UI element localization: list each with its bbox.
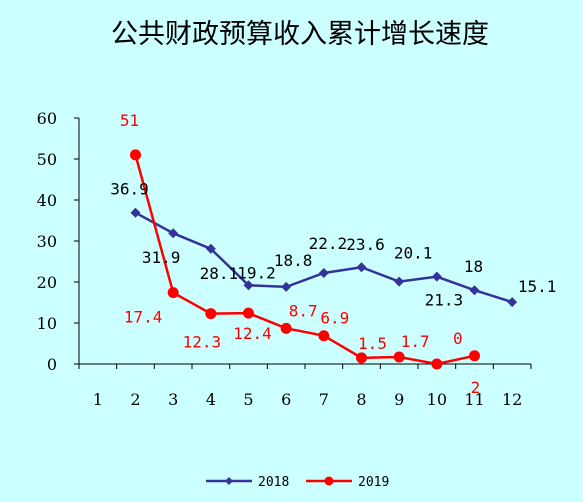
data-label: 17.4 — [124, 308, 163, 327]
data-point — [130, 207, 141, 218]
data-point — [243, 280, 254, 291]
x-tick-label: 11 — [464, 390, 484, 409]
data-point — [507, 297, 518, 308]
x-tick-label: 7 — [319, 390, 329, 409]
data-point — [280, 322, 292, 334]
data-point — [431, 271, 442, 282]
data-labels: 36.9 31.9 28.1 19.218.822.2 23.6 20.1 21.318 15… — [110, 111, 556, 397]
data-point — [394, 276, 405, 287]
data-label: 6.9 — [320, 309, 349, 328]
data-label: 19.2 — [237, 263, 276, 282]
legend-item-2018: 2018 — [206, 475, 289, 490]
data-label: 18 — [464, 257, 483, 276]
series-line-2019 — [134, 154, 475, 366]
y-tick-label: 0 — [47, 355, 57, 374]
x-tick-label: 1 — [93, 390, 103, 409]
x-tick-label: 3 — [168, 390, 178, 409]
legend-marker — [225, 477, 233, 485]
legend-label: 2018 — [258, 475, 289, 490]
x-tick-label: 4 — [206, 390, 216, 409]
chart-title: 公共财政预算收入累计增长速度 — [111, 19, 489, 50]
series-layer — [130, 149, 518, 370]
legend-item-2019: 2019 — [306, 475, 389, 490]
data-label: 8.7 — [289, 301, 318, 320]
data-point — [469, 285, 480, 296]
y-tick-label: 30 — [37, 232, 57, 251]
data-label: 18.8 — [274, 251, 313, 270]
y-axis-ticks: 0 10 20 30 40 50 60 — [37, 109, 79, 374]
data-point — [205, 308, 217, 320]
x-tick-label: 12 — [502, 390, 522, 409]
axes — [78, 118, 531, 365]
data-point — [281, 281, 292, 292]
data-label: 20.1 — [394, 244, 433, 263]
series-line-2018 — [134, 211, 513, 304]
data-point — [205, 243, 216, 254]
data-point — [167, 287, 179, 299]
data-label: 31.9 — [142, 248, 181, 267]
data-label: 1.7 — [401, 332, 430, 351]
data-label: 28.1 — [200, 264, 239, 283]
data-label: 36.9 — [110, 180, 149, 199]
legend-label: 2019 — [358, 475, 389, 490]
data-label: 12.3 — [183, 333, 222, 352]
data-label: 22.2 — [309, 234, 348, 253]
x-tick-label: 2 — [130, 390, 140, 409]
series-2018 — [130, 207, 518, 308]
y-tick-label: 60 — [37, 109, 57, 128]
data-label: 12.4 — [233, 324, 272, 343]
data-point — [243, 307, 254, 319]
data-label: 0 — [453, 329, 463, 348]
data-point — [469, 350, 480, 362]
data-point — [318, 267, 329, 278]
series-2019 — [130, 149, 480, 370]
data-point — [356, 262, 367, 273]
data-label: 23.6 — [346, 235, 385, 254]
data-point — [168, 228, 179, 239]
x-tick-label: 8 — [356, 390, 366, 409]
data-point — [431, 358, 443, 370]
x-tick-label: 6 — [281, 390, 291, 409]
data-point — [130, 149, 141, 161]
data-label: 1.5 — [358, 334, 387, 353]
data-point — [318, 330, 330, 342]
y-tick-label: 20 — [37, 273, 57, 292]
data-label: 2 — [471, 378, 481, 397]
data-label: 51 — [120, 111, 139, 130]
x-tick-label: 10 — [427, 390, 447, 409]
y-tick-label: 40 — [37, 191, 57, 210]
x-tick-label: 5 — [243, 390, 253, 409]
y-tick-label: 50 — [37, 150, 57, 169]
data-label: 21.3 — [425, 291, 464, 310]
x-tick-label: 9 — [394, 390, 404, 409]
x-axis-ticks: 1 2 3 4 5 6 7 8 9 10 11 12 — [78, 364, 532, 409]
y-tick-label: 10 — [37, 314, 57, 333]
legend-marker — [324, 476, 334, 486]
legend: 2018 2019 — [206, 475, 389, 490]
data-point — [393, 351, 405, 363]
data-point — [356, 352, 367, 364]
data-label: 15.1 — [518, 277, 557, 296]
